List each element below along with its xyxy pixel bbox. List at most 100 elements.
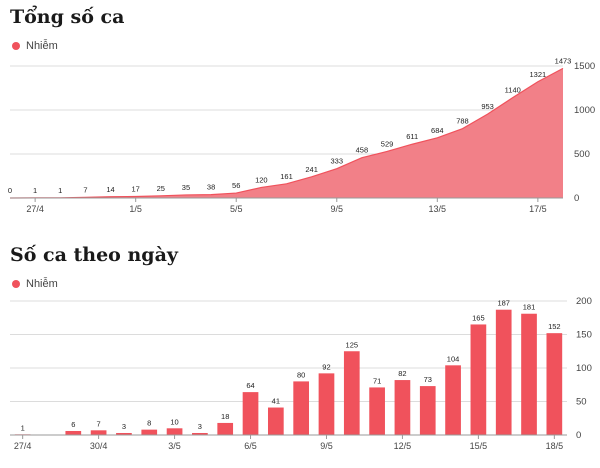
x-tick-label: 27/4 <box>14 441 32 451</box>
bar <box>470 324 487 435</box>
data-label: 25 <box>157 184 165 193</box>
data-label: 161 <box>280 172 293 181</box>
data-label: 14 <box>106 185 114 194</box>
bar <box>445 365 461 435</box>
data-label: 7 <box>83 185 87 194</box>
data-label: 187 <box>497 299 510 308</box>
chart-title: Tổng số ca <box>10 6 125 28</box>
x-tick-label: 9/5 <box>331 204 344 214</box>
data-label: 18 <box>221 412 229 421</box>
x-tick-label: 5/5 <box>230 204 243 214</box>
x-tick-label: 12/5 <box>394 441 412 451</box>
y-tick-label: 0 <box>576 430 581 441</box>
x-tick-label: 6/5 <box>244 441 257 451</box>
series-line <box>9 67 564 199</box>
y-tick-label: 150 <box>576 330 592 341</box>
bar <box>546 333 563 435</box>
bar <box>318 373 335 435</box>
bar <box>90 430 107 435</box>
y-tick-label: 1500 <box>574 61 595 72</box>
legend-dot-icon <box>12 280 20 288</box>
legend[interactable]: Nhiễm <box>12 40 58 52</box>
data-label: 17 <box>132 185 140 194</box>
bar <box>394 380 411 435</box>
x-tick-label: 15/5 <box>470 441 488 451</box>
data-label: 152 <box>548 322 561 331</box>
bar <box>343 351 360 435</box>
data-label: 0 <box>8 186 12 195</box>
data-label: 1 <box>58 186 62 195</box>
bar <box>116 432 132 435</box>
x-tick-label: 9/5 <box>320 441 333 451</box>
data-label: 1321 <box>530 70 547 79</box>
data-label: 181 <box>523 303 536 312</box>
bar <box>521 313 537 435</box>
data-label: 56 <box>232 181 240 190</box>
data-label: 1473 <box>555 56 572 65</box>
data-label: 684 <box>431 126 444 135</box>
data-label: 6 <box>71 420 75 429</box>
bar <box>141 429 158 435</box>
data-label: 788 <box>456 117 469 126</box>
bar <box>65 430 82 435</box>
data-label: 73 <box>424 375 432 384</box>
y-tick-label: 1000 <box>574 105 595 116</box>
y-tick-label: 50 <box>576 397 587 408</box>
data-label: 611 <box>406 132 418 141</box>
data-label: 3 <box>122 422 126 431</box>
data-label: 125 <box>346 340 359 349</box>
data-label: 165 <box>472 313 485 322</box>
x-tick-label: 1/5 <box>129 204 142 214</box>
data-label: 82 <box>398 369 406 378</box>
bar <box>495 309 512 435</box>
data-label: 38 <box>207 183 215 192</box>
data-label: 529 <box>381 139 394 148</box>
data-label: 120 <box>255 175 268 184</box>
data-label: 92 <box>322 362 330 371</box>
data-label: 10 <box>170 417 178 426</box>
legend-label: Nhiễm <box>26 40 58 52</box>
x-tick-label: 30/4 <box>90 441 108 451</box>
data-label: 71 <box>373 376 381 385</box>
data-label: 333 <box>331 157 344 166</box>
bar <box>192 432 208 435</box>
bar <box>267 407 284 435</box>
data-label: 8 <box>147 419 151 428</box>
bar <box>217 422 234 435</box>
y-tick-label: 200 <box>576 296 592 307</box>
bar <box>166 428 183 435</box>
data-label: 1 <box>21 423 25 432</box>
chart-title: Số ca theo ngày <box>10 244 178 266</box>
data-label: 3 <box>198 422 202 431</box>
bar <box>419 386 436 435</box>
data-label: 80 <box>297 370 305 379</box>
data-label: 35 <box>182 183 190 192</box>
data-label: 953 <box>481 102 494 111</box>
y-tick-label: 0 <box>574 193 579 204</box>
data-label: 104 <box>447 354 460 363</box>
y-tick-label: 500 <box>574 149 590 160</box>
data-label: 41 <box>272 397 280 406</box>
bar <box>242 392 259 435</box>
legend-dot-icon <box>12 42 20 50</box>
data-label: 64 <box>246 381 254 390</box>
data-label: 1 <box>33 186 37 195</box>
cumulative-cases-chart: 0 500 1000 1500 0 1 1 7 14 17 25 35 38 56 120 161 241 333… <box>0 0 600 222</box>
data-label: 1140 <box>505 86 521 95</box>
x-tick-label: 18/5 <box>546 441 564 451</box>
y-tick-label: 100 <box>576 363 592 374</box>
series-area <box>10 68 563 198</box>
x-tick-label: 3/5 <box>168 441 181 451</box>
data-label: 458 <box>356 146 369 155</box>
bar <box>369 387 385 435</box>
legend[interactable]: Nhiễm <box>12 278 58 290</box>
x-tick-label: 13/5 <box>429 204 447 214</box>
bar <box>293 381 310 435</box>
x-tick-label: 17/5 <box>529 204 547 214</box>
data-label: 7 <box>97 419 101 428</box>
x-tick-label: 27/4 <box>26 204 44 214</box>
data-label: 241 <box>305 165 318 174</box>
daily-cases-chart: 0 50 100 150 200 1 6 7 3 8 10 3 18 64 41 80 92 125 71 82 73 1… <box>0 238 600 468</box>
